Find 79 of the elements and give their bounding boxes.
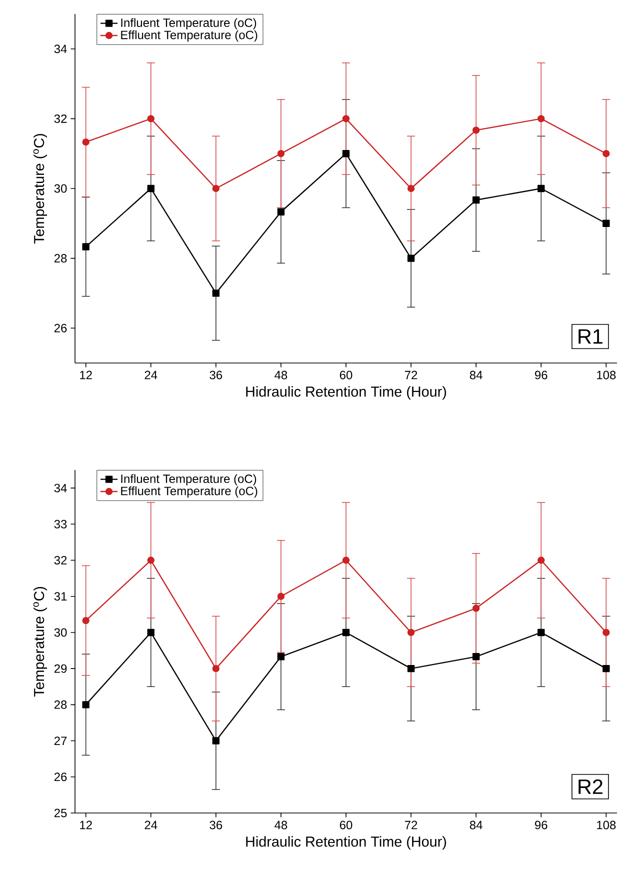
annotation: R2 (578, 779, 602, 794)
x-tick-label: 48 (274, 820, 288, 830)
point (342, 150, 350, 158)
point (212, 290, 220, 297)
x-tick-label: 48 (274, 370, 288, 380)
point (407, 254, 415, 262)
x-tick-label: 72 (404, 370, 418, 380)
y-tick-label: 28 (54, 700, 67, 709)
point (407, 628, 415, 636)
point (342, 115, 350, 122)
x-tick-label: 60 (340, 820, 352, 830)
y-tick-label: 25 (54, 808, 67, 818)
annotation: R1 (578, 329, 602, 344)
point (472, 653, 480, 660)
x-tick-label: 84 (470, 820, 482, 830)
x-tick-label: 12 (80, 370, 92, 380)
point (538, 628, 545, 636)
point (538, 115, 545, 122)
legend-label: Influent Temperature (oC) (121, 474, 256, 486)
point (212, 664, 220, 672)
point (277, 208, 285, 216)
x-tick-label: 24 (144, 820, 158, 830)
x-tick-label: 60 (340, 370, 352, 380)
point (277, 150, 285, 158)
y-tick-label: 26 (54, 324, 67, 332)
y-tick-label: 32 (54, 114, 67, 123)
point (82, 701, 90, 708)
point (212, 737, 220, 744)
point (472, 604, 480, 612)
y-tick-label: 29 (54, 664, 67, 673)
point (277, 653, 285, 660)
x-axis-title: Hidraulic Retention Time (Hour) (246, 386, 446, 400)
y-axis-title: Temperature ($^{o}$C) (33, 134, 47, 244)
y-tick-label: 31 (54, 592, 67, 601)
x-tick-label: 108 (597, 370, 616, 380)
y-tick-label: 34 (54, 44, 67, 54)
point (82, 138, 90, 146)
point (147, 628, 154, 636)
y-tick-label: 28 (54, 254, 67, 263)
x-tick-label: 36 (210, 820, 222, 830)
y-axis-title: Temperature ($^{o}$C) (33, 586, 47, 697)
x-tick-label: 96 (535, 820, 548, 830)
y-tick-label: 30 (54, 184, 67, 193)
point (147, 184, 154, 192)
x-tick-label: 12 (80, 820, 92, 830)
point (538, 556, 545, 564)
point (538, 184, 545, 192)
y-tick-label: 34 (54, 484, 67, 492)
point (602, 664, 610, 672)
point (602, 628, 610, 636)
x-tick-label: 108 (597, 820, 616, 830)
point (342, 556, 350, 564)
y-tick-label: 26 (54, 772, 67, 782)
legend-label: Effluent Temperature (oC) (121, 486, 258, 498)
point (602, 220, 610, 227)
y-tick-label: 32 (54, 556, 67, 565)
y-tick-label: 30 (54, 628, 67, 637)
point (472, 126, 480, 134)
point (82, 616, 90, 624)
x-tick-label: 72 (404, 820, 418, 830)
point (472, 196, 480, 204)
point (602, 150, 610, 158)
legend-label: Effluent Temperature (oC) (121, 30, 258, 42)
point (147, 556, 154, 564)
point (277, 592, 285, 600)
x-tick-label: 84 (470, 370, 482, 380)
point (407, 664, 415, 672)
x-tick-label: 96 (535, 370, 548, 380)
x-axis-title: Hidraulic Retention Time (Hour) (246, 836, 446, 850)
point (147, 115, 154, 122)
y-tick-label: 33 (54, 520, 67, 528)
point (212, 184, 220, 192)
point (82, 243, 90, 250)
y-tick-label: 27 (54, 736, 67, 745)
point (407, 184, 415, 192)
legend-label: Influent Temperature (oC) (121, 18, 256, 30)
point (342, 628, 350, 636)
x-tick-label: 24 (144, 370, 158, 380)
x-tick-label: 36 (210, 370, 222, 380)
